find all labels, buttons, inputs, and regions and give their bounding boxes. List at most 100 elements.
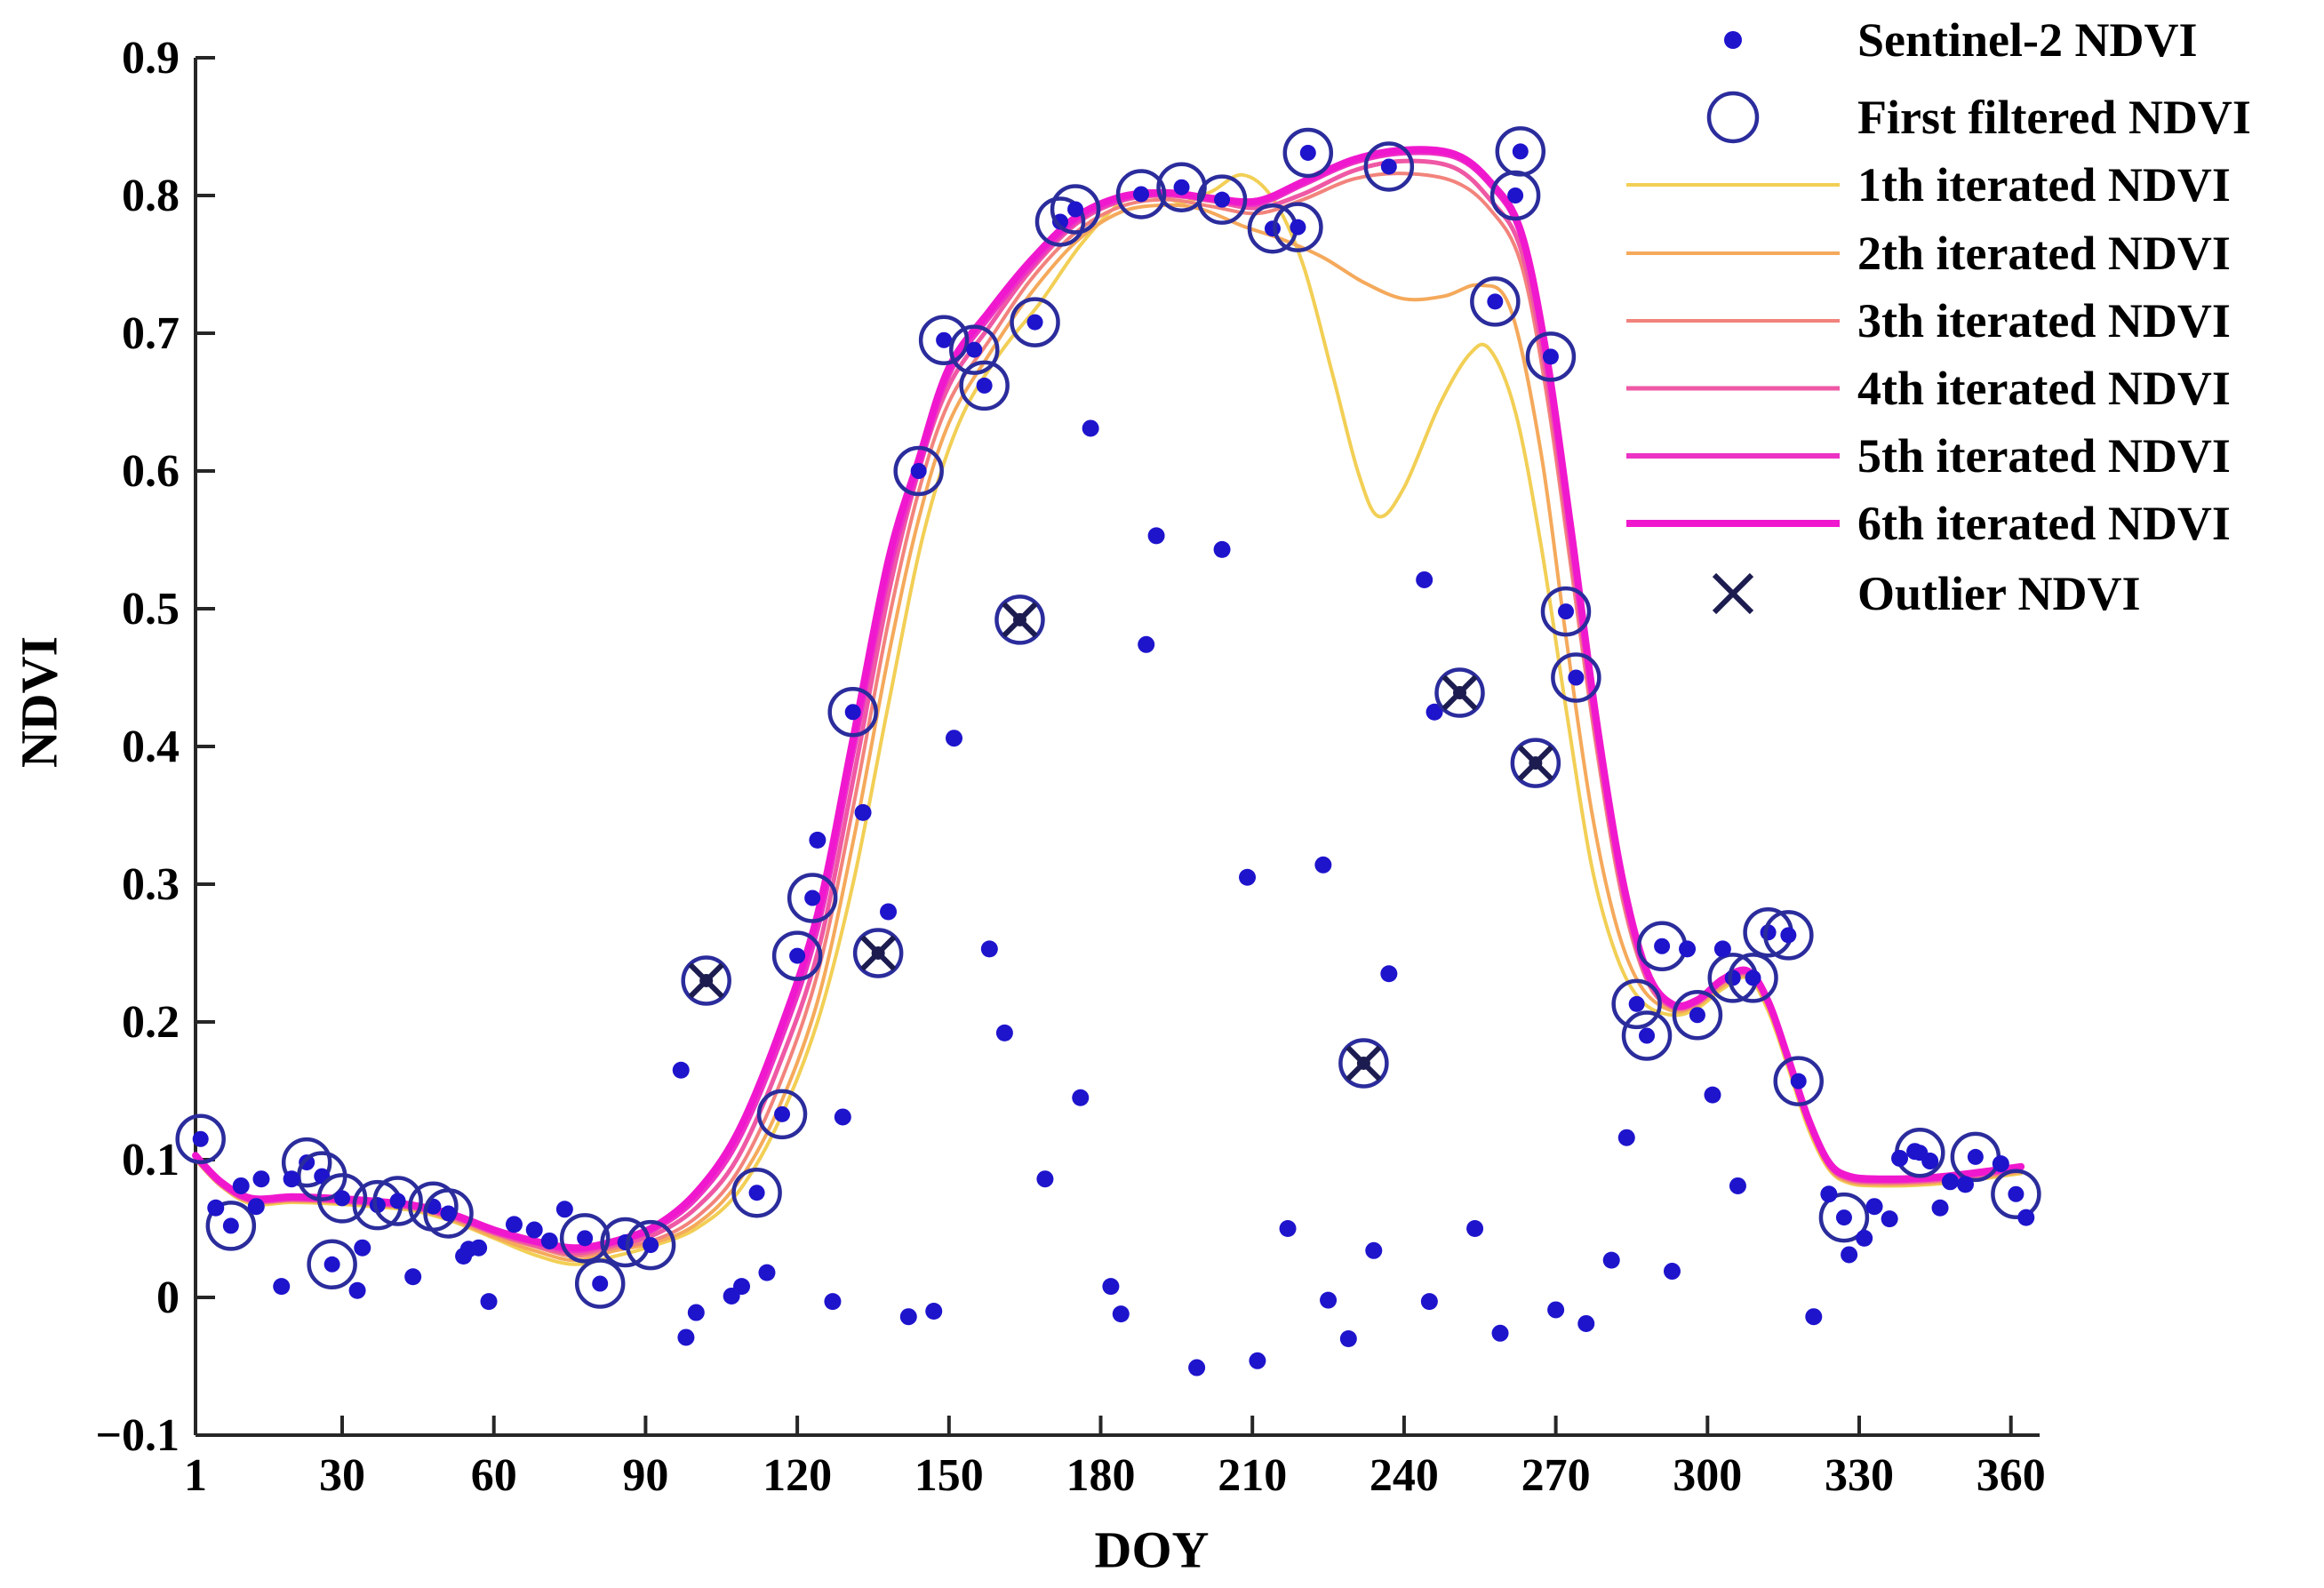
filtered-dot (789, 947, 806, 964)
legend-label: Sentinel-2 NDVI (1857, 13, 2198, 67)
filtered-dot (1264, 220, 1281, 237)
sentinel2-dot (247, 1198, 265, 1216)
filtered-circle-marker (574, 1258, 626, 1309)
filtered-circle-marker (307, 1239, 357, 1290)
sentinel2-dot (1072, 1089, 1090, 1106)
filtered-dot (1507, 188, 1524, 203)
sentinel2-dot (854, 803, 872, 821)
filtered-dot (1299, 144, 1316, 161)
filtered-dot (222, 1217, 239, 1234)
y-tick-label: 0 (156, 1273, 180, 1323)
filtered-circle-marker (959, 360, 1010, 411)
sentinel2-dot (1339, 1330, 1357, 1347)
filtered-circle-marker (1991, 1169, 2041, 1219)
sentinel2-dot (1931, 1199, 1949, 1217)
outlier-dot (1453, 686, 1466, 700)
sentinel2-dot (1941, 1173, 1959, 1191)
filtered-dot (1026, 314, 1043, 331)
filtered-dot (389, 1193, 406, 1209)
filtered-circle-marker (175, 1113, 226, 1164)
y-tick-label: 0.9 (122, 33, 180, 84)
filtered-dot (1689, 1007, 1705, 1024)
filtered-circle-marker (1470, 276, 1521, 327)
sentinel2-dot (1713, 940, 1731, 958)
sentinel2-dot (733, 1278, 751, 1296)
x-tick-label: 300 (1673, 1450, 1742, 1501)
filtered-circle-marker (1282, 127, 1334, 179)
sentinel2-dot (677, 1329, 695, 1346)
filtered-dot (1173, 179, 1190, 196)
x-tick-label: 210 (1218, 1450, 1287, 1501)
x-tick-label: 240 (1370, 1450, 1439, 1501)
sentinel2-dot (672, 1061, 690, 1079)
outlier-dot (1356, 1057, 1370, 1070)
filtered-circle-marker (1495, 126, 1546, 177)
y-tick-label: 0.2 (122, 997, 180, 1048)
sentinel2-dot (1036, 1170, 1054, 1188)
sentinel2-dot (1906, 1143, 1924, 1161)
filtered-circle-marker (205, 1201, 257, 1251)
sentinel2-dot (1663, 1263, 1681, 1281)
outlier-dot (871, 946, 885, 960)
curve-5th-iterated-ndvi (193, 149, 2025, 1254)
filtered-dot (1487, 293, 1504, 310)
legend-label: 5th iterated NDVI (1857, 429, 2231, 483)
filtered-dot (1542, 348, 1559, 365)
sentinel2-dot (1891, 1149, 1909, 1167)
sentinel2-dot (1491, 1324, 1509, 1342)
filtered-circle-marker (1728, 953, 1778, 1003)
sentinel2-dot (1820, 1185, 1838, 1203)
filtered-circle-marker (1621, 1010, 1673, 1061)
filtered-circle-marker (1273, 202, 1323, 252)
outlier-ring (852, 928, 904, 978)
sentinel2-dot (1213, 540, 1231, 558)
sentinel2-dot (1102, 1278, 1120, 1296)
sentinel2-dot (899, 1308, 917, 1326)
sentinel2-dot (1320, 1291, 1338, 1309)
sentinel2-dot (1416, 571, 1434, 588)
filtered-dot (1067, 201, 1084, 218)
x-tick-label: 90 (622, 1450, 668, 1501)
filtered-dot (192, 1130, 209, 1147)
x-tick-label: 270 (1521, 1450, 1591, 1501)
x-tick-label: 30 (319, 1450, 365, 1501)
sentinel2-dot (834, 1108, 851, 1126)
sentinel2-dot (824, 1293, 842, 1311)
y-axis-title: NDVI (10, 635, 68, 769)
sentinel2-dot (1577, 1314, 1595, 1332)
sentinel2-dot (687, 1304, 705, 1321)
sentinel2-dot (283, 1170, 300, 1188)
filtered-dot (1639, 1027, 1656, 1044)
legend-circle-icon (1706, 91, 1760, 144)
curve-6th-iterated-ndvi (192, 146, 2025, 1252)
filtered-circle-marker (316, 1173, 368, 1224)
sentinel2-dot (1380, 965, 1398, 983)
sentinel2-dot (1426, 703, 1443, 721)
y-tick-label: 0.8 (122, 171, 180, 221)
filtered-circle-marker (423, 1188, 474, 1239)
legend-label: Outlier NDVI (1857, 567, 2141, 620)
filtered-dot (1290, 219, 1306, 235)
sentinel2-dot (880, 903, 898, 921)
filtered-circle-marker (1034, 196, 1086, 247)
sentinel2-dot (207, 1199, 225, 1217)
sentinel2-dot (1992, 1155, 2009, 1173)
filtered-circle-marker (756, 1089, 808, 1140)
filtered-dot (936, 331, 953, 348)
filtered-dot (1654, 938, 1671, 954)
sentinel2-dot (480, 1293, 498, 1311)
outlier-ring (1338, 1038, 1389, 1089)
x-tick-label: 120 (763, 1450, 832, 1501)
sentinel2-dot (1147, 527, 1165, 545)
filtered-dot (1745, 970, 1761, 986)
sentinel2-dot (348, 1281, 366, 1299)
sentinel2-dot (1865, 1198, 1883, 1216)
sentinel2-dot (252, 1170, 270, 1188)
filtered-circle-marker (771, 930, 823, 981)
legend-x-icon (1712, 572, 1754, 615)
sentinel2-dot (1856, 1229, 1873, 1247)
filtered-circle-marker (1773, 1056, 1824, 1106)
sentinel2-dot (505, 1216, 523, 1233)
sentinel2-dot (525, 1221, 543, 1239)
filtered-circle-marker (1010, 297, 1060, 347)
